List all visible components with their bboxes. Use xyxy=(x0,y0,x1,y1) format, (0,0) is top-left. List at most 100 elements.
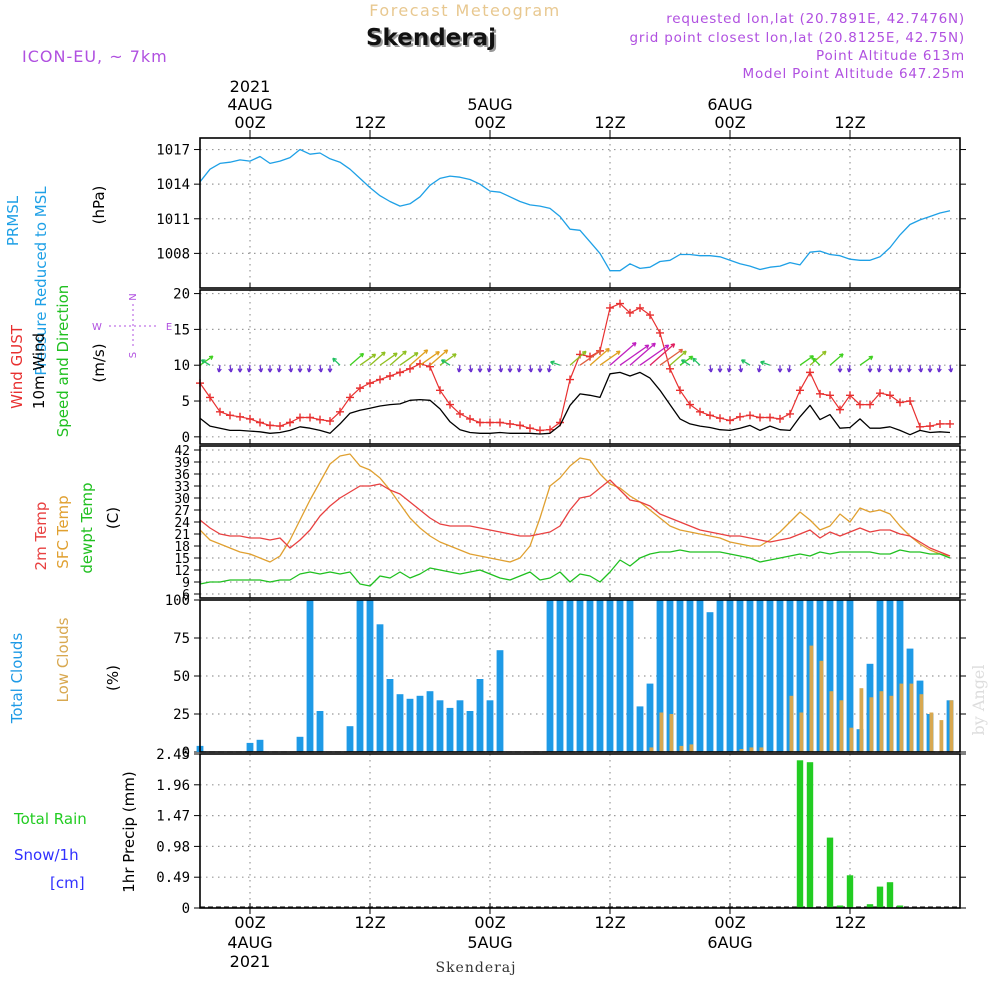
total-cloud-bar xyxy=(686,600,694,752)
wind-direction-arrow xyxy=(200,359,211,366)
rain-bar xyxy=(846,875,854,908)
gust-marker xyxy=(806,368,814,377)
wind-direction-arrow xyxy=(349,352,365,366)
low-cloud-bar xyxy=(949,700,954,752)
y-tick-label: 75 xyxy=(173,631,190,647)
total-cloud-bar xyxy=(546,600,554,752)
low-cloud-bar xyxy=(929,712,934,752)
gust-marker xyxy=(706,411,714,420)
panel-frame xyxy=(199,289,961,445)
wind-direction-label: Speed and Direction xyxy=(54,285,72,438)
total-cloud-bar xyxy=(406,698,414,752)
top-time-label: 00Z xyxy=(714,113,745,132)
gust-marker xyxy=(396,368,404,377)
bottom-time-label: 12Z xyxy=(594,913,625,932)
gust-marker xyxy=(736,412,744,421)
total-cloud-bar xyxy=(316,711,324,752)
y-tick-label: 27 xyxy=(174,504,190,519)
gust-marker xyxy=(636,303,644,312)
wind-direction-arrow xyxy=(498,365,504,373)
gust-marker xyxy=(936,419,944,428)
gust-marker xyxy=(676,386,684,395)
total-cloud-bar xyxy=(436,700,444,752)
wind-direction-arrow xyxy=(318,365,324,373)
bottom-time-label: 00Z xyxy=(474,913,505,932)
rain-bar xyxy=(836,905,844,908)
gust-marker xyxy=(906,397,914,406)
gust-marker xyxy=(786,409,794,418)
low-cloud-bar xyxy=(899,683,904,752)
y-tick-label: 30 xyxy=(174,492,190,507)
gust-marker xyxy=(756,413,764,422)
wind-direction-arrow xyxy=(389,350,407,366)
gust-marker xyxy=(776,414,784,423)
pressure-label-prmsl: PRMSL xyxy=(4,195,22,246)
total-cloud-bar xyxy=(376,624,384,752)
wind-direction-arrow xyxy=(486,365,492,373)
panel-frame xyxy=(199,137,961,289)
gust-marker xyxy=(606,303,614,312)
low-cloud-bar xyxy=(939,720,944,752)
total-cloud-bar xyxy=(676,600,684,752)
total-cloud-bar xyxy=(386,679,394,752)
dewpoint-line xyxy=(199,549,951,587)
wind-direction-arrow xyxy=(399,352,419,366)
wind-direction-arrow xyxy=(809,350,827,366)
total-cloud-bar xyxy=(576,600,584,752)
top-time-label: 12Z xyxy=(834,113,865,132)
total-cloud-bar xyxy=(616,600,624,752)
pressure-line xyxy=(199,148,951,272)
panel-frame xyxy=(199,599,961,753)
y-tick-label: 12 xyxy=(174,564,190,579)
snow-unit-label: [cm] xyxy=(50,874,85,892)
wind-direction-arrow xyxy=(948,365,954,373)
top-time-label: 12Z xyxy=(594,113,625,132)
wind-direction-arrow xyxy=(297,365,303,373)
total-cloud-bar xyxy=(426,691,434,752)
wind-10m-label: 10m Wind xyxy=(30,333,48,409)
bottom-date-label: 5AUG xyxy=(467,933,512,952)
low-cloud-bar xyxy=(839,700,844,752)
clouds-unit: (%) xyxy=(104,665,122,691)
y-tick-label: 42 xyxy=(174,444,190,459)
gust-marker xyxy=(646,311,654,320)
wind-direction-arrow xyxy=(609,341,637,366)
total-cloud-bar xyxy=(746,600,754,752)
total-cloud-bar xyxy=(796,600,804,752)
total-cloud-bar xyxy=(846,600,854,752)
gust-marker xyxy=(566,375,574,384)
bottom-date-label: 4AUG xyxy=(227,933,272,952)
gust-marker xyxy=(366,379,374,388)
wind-direction-arrow xyxy=(507,365,513,373)
grid-point-location: grid point closest lon,lat (20.8125E, 42… xyxy=(629,30,965,46)
low-cloud-bar xyxy=(669,714,674,752)
total-cloud-bar xyxy=(356,600,364,752)
gust-marker xyxy=(726,416,734,425)
wind-direction-arrow xyxy=(589,347,610,366)
low-cloud-bar xyxy=(799,712,804,752)
total-cloud-bar xyxy=(346,726,354,752)
low-cloud-bar xyxy=(849,727,854,752)
y-tick-label: 25 xyxy=(173,707,190,723)
rain-bar xyxy=(826,837,834,908)
low-clouds-label: Low Clouds xyxy=(54,617,72,702)
wind-direction-arrow xyxy=(288,365,294,373)
gust-marker xyxy=(226,411,234,420)
total-cloud-bar xyxy=(466,711,474,752)
wind-direction-arrow xyxy=(569,350,587,366)
wind-direction-arrow xyxy=(740,359,751,366)
gust-marker xyxy=(896,398,904,407)
gust-marker xyxy=(546,425,554,434)
y-tick-label: 100 xyxy=(165,593,190,609)
gust-marker xyxy=(766,413,774,422)
top-year-label: 2021 xyxy=(230,77,271,96)
wind-panel: 0 5 10 15 20 Wind GUST 10m Wind Speed and Direc… xyxy=(8,285,966,446)
wind-direction-arrow xyxy=(918,365,924,373)
total-cloud-bar xyxy=(566,600,574,752)
wind-direction-arrow xyxy=(846,365,852,373)
y-tick-label: 1.96 xyxy=(156,778,190,794)
y-tick-label: 1017 xyxy=(156,143,190,159)
wind-direction-arrow xyxy=(258,365,264,373)
wind-direction-arrow xyxy=(429,349,449,366)
